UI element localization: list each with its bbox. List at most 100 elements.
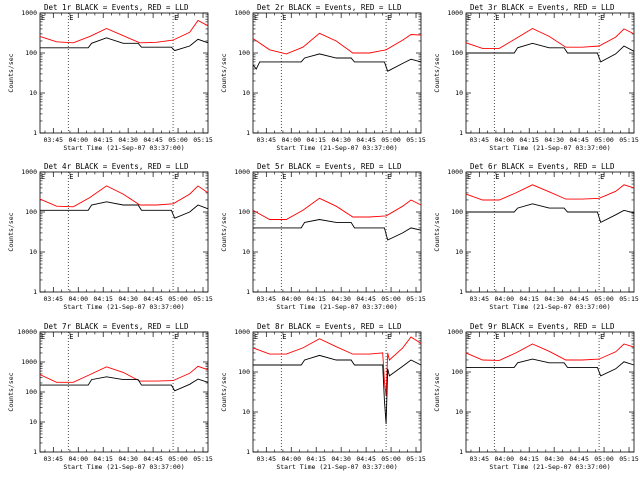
x-tick-label: 03:45 — [257, 136, 277, 144]
y-tick-label: 10 — [455, 248, 463, 256]
x-tick-label: 04:00 — [494, 295, 514, 303]
event-marker-label: E — [282, 14, 286, 22]
y-tick-label: 1000 — [234, 9, 250, 17]
y-tick-label: 10 — [455, 408, 463, 416]
chart-title: Det 9r BLACK = Events, RED = LLD — [470, 322, 615, 331]
plot-frame — [465, 12, 635, 134]
event-marker-label: E — [600, 333, 604, 341]
x-tick-label: 03:45 — [470, 136, 490, 144]
x-tick-label: 05:15 — [406, 455, 426, 463]
x-tick-label: 05:00 — [168, 295, 188, 303]
event-marker-label: E — [467, 173, 471, 181]
chart-panel-det9: Det 9r BLACK = Events, RED = LLD 1 10 100 10… — [433, 322, 639, 471]
series-line-events — [253, 354, 422, 425]
y-axis-label: Counts/sec — [7, 53, 15, 92]
event-marker-label: E — [174, 173, 178, 181]
y-tick-label: 10 — [29, 89, 37, 97]
plot-frame — [39, 331, 209, 453]
x-tick-label: 04:00 — [68, 136, 88, 144]
x-tick-label: 04:45 — [143, 295, 163, 303]
chart-panel-det7: Det 7r BLACK = Events, RED = LLD 1 10 100 10… — [7, 322, 213, 471]
x-tick-label: 03:45 — [44, 295, 64, 303]
event-marker-label: E — [495, 333, 499, 341]
event-marker-label: E — [174, 333, 178, 341]
chart-panel-det3: Det 3r BLACK = Events, RED = LLD 1 10 100 10… — [433, 3, 639, 152]
x-tick-label: 05:00 — [168, 136, 188, 144]
event-marker-label: E — [69, 333, 73, 341]
y-tick-label: 1000 — [447, 328, 463, 336]
series-line-events — [252, 53, 422, 72]
x-tick-label: 03:45 — [44, 455, 64, 463]
series-line-lld — [39, 365, 209, 383]
x-tick-label: 05:15 — [619, 136, 639, 144]
plot-frame — [252, 331, 422, 453]
y-tick-label: 1000 — [447, 168, 463, 176]
y-tick-label: 1 — [459, 288, 463, 296]
series-line-lld — [39, 19, 209, 44]
x-tick-label: 04:15 — [93, 295, 113, 303]
x-tick-label: 04:00 — [494, 136, 514, 144]
x-tick-label: 04:30 — [118, 295, 138, 303]
x-tick-label: 04:30 — [331, 136, 351, 144]
y-tick-label: 100 — [25, 388, 37, 396]
x-tick-label: 04:30 — [118, 136, 138, 144]
x-tick-label: 05:00 — [594, 136, 614, 144]
x-axis-label: Start Time (21-Sep-07 03:37:00) — [63, 144, 184, 152]
x-tick-label: 05:15 — [193, 136, 213, 144]
x-axis-label: Start Time (21-Sep-07 03:37:00) — [276, 463, 397, 471]
series-line-events — [466, 358, 635, 377]
chart-title: Det 8r BLACK = Events, RED = LLD — [257, 322, 402, 331]
series-line-events — [40, 37, 209, 52]
x-tick-label: 04:45 — [143, 455, 163, 463]
x-tick-label: 04:30 — [544, 455, 564, 463]
plot-frame — [252, 12, 422, 134]
x-tick-label: 04:00 — [494, 455, 514, 463]
x-tick-label: 05:15 — [193, 455, 213, 463]
x-axis-label: Start Time (21-Sep-07 03:37:00) — [276, 303, 397, 311]
y-tick-label: 1000 — [234, 168, 250, 176]
y-tick-label: 100 — [451, 208, 463, 216]
y-axis-label: Counts/sec — [7, 372, 15, 411]
y-tick-label: 1 — [459, 448, 463, 456]
chart-title: Det 5r BLACK = Events, RED = LLD — [257, 162, 402, 171]
y-axis-label: Counts/sec — [220, 53, 228, 92]
x-tick-label: 04:00 — [68, 455, 88, 463]
event-marker-label: E — [600, 173, 604, 181]
plot-frame — [252, 171, 422, 293]
series-line-events — [40, 376, 209, 392]
x-tick-label: 03:45 — [257, 455, 277, 463]
y-tick-label: 100 — [25, 49, 37, 57]
event-marker-label: E — [467, 14, 471, 22]
x-tick-label: 05:00 — [381, 295, 401, 303]
chart-panel-det5: Det 5r BLACK = Events, RED = LLD 1 10 100 10… — [220, 162, 426, 311]
event-marker-label: E — [282, 333, 286, 341]
x-tick-label: 04:30 — [331, 455, 351, 463]
y-tick-label: 1000 — [447, 9, 463, 17]
series-line-events — [253, 219, 422, 241]
x-tick-label: 04:30 — [118, 455, 138, 463]
y-tick-label: 1000 — [234, 328, 250, 336]
event-marker-label: E — [387, 333, 391, 341]
series-line-events — [466, 42, 635, 63]
y-tick-label: 1000 — [21, 168, 37, 176]
y-tick-label: 10 — [242, 408, 250, 416]
x-tick-label: 05:15 — [619, 295, 639, 303]
chart-title: Det 7r BLACK = Events, RED = LLD — [44, 322, 189, 331]
x-axis-label: Start Time (21-Sep-07 03:37:00) — [63, 463, 184, 471]
event-marker-label: E — [387, 173, 391, 181]
y-tick-label: 1000 — [21, 358, 37, 366]
y-axis-label: Counts/sec — [433, 212, 441, 251]
chart-title: Det 2r BLACK = Events, RED = LLD — [257, 3, 402, 12]
x-tick-label: 04:15 — [306, 136, 326, 144]
event-marker-label: E — [254, 333, 258, 341]
y-tick-label: 10 — [455, 89, 463, 97]
chart-panel-det2: Det 2r BLACK = Events, RED = LLD 1 10 100 10… — [220, 3, 426, 152]
x-tick-label: 04:15 — [306, 295, 326, 303]
x-tick-label: 04:00 — [281, 295, 301, 303]
plot-frame — [39, 171, 209, 293]
x-tick-label: 05:15 — [193, 295, 213, 303]
y-tick-label: 1 — [246, 129, 250, 137]
y-tick-label: 100 — [451, 368, 463, 376]
x-tick-label: 04:15 — [306, 455, 326, 463]
series-line-lld — [465, 343, 635, 361]
